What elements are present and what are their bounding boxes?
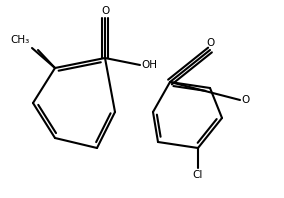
Text: O: O bbox=[206, 38, 214, 48]
Text: O: O bbox=[101, 6, 109, 16]
Text: Cl: Cl bbox=[193, 170, 203, 180]
Text: CH₃: CH₃ bbox=[11, 35, 30, 45]
Text: OH: OH bbox=[141, 60, 157, 70]
Text: O: O bbox=[241, 95, 249, 105]
